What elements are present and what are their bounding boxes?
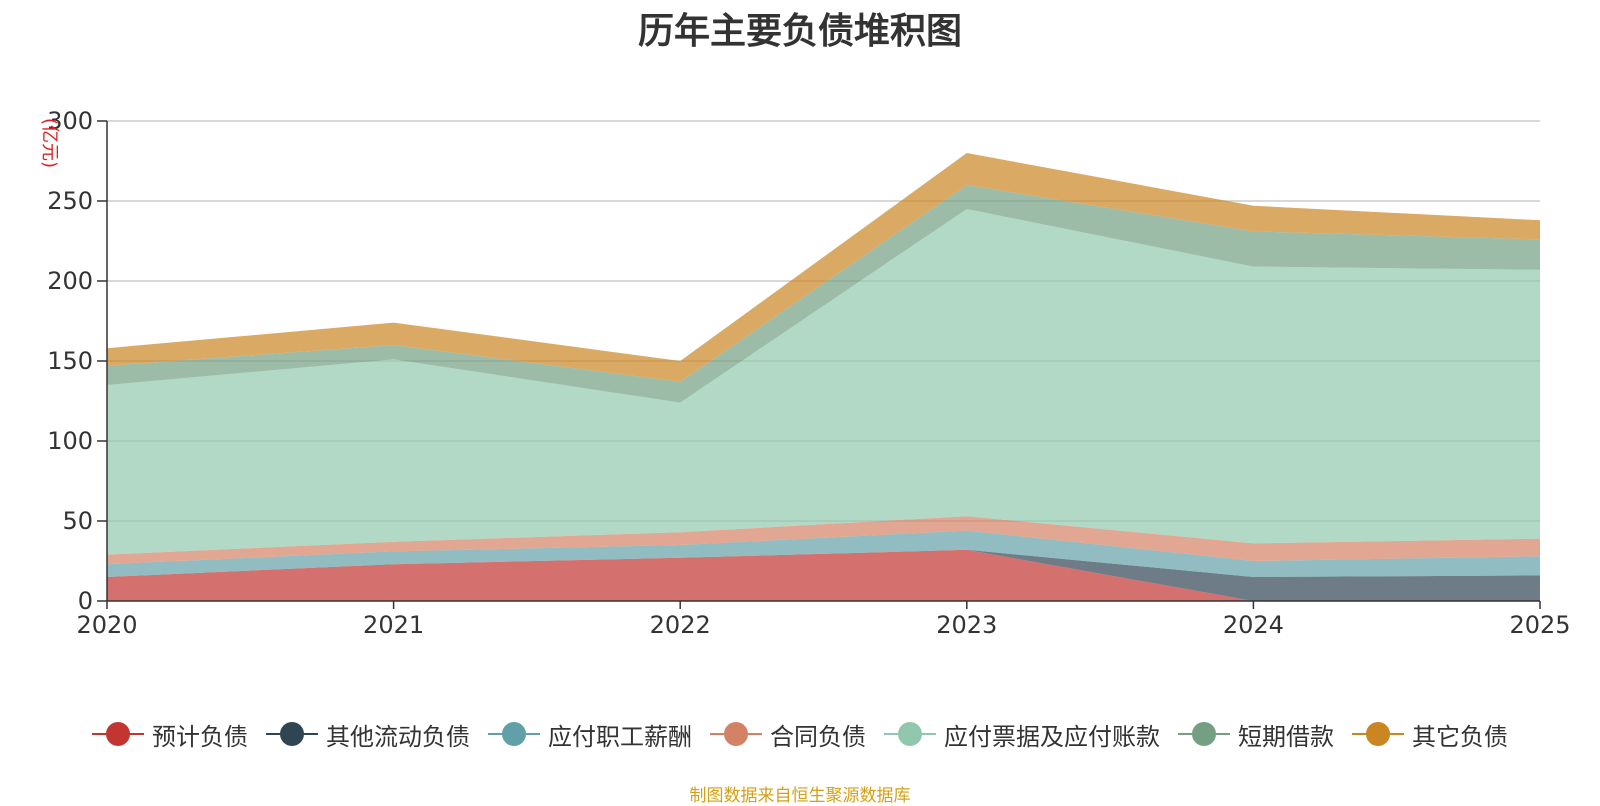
series-area-5[interactable] (107, 185, 1540, 403)
series-area-1[interactable] (107, 549, 1540, 601)
legend-item-6[interactable]: 其它负债 (1352, 717, 1508, 752)
legend-label: 其它负债 (1412, 722, 1508, 751)
y-tick-label: 200 (47, 267, 93, 295)
legend-label: 合同负债 (770, 722, 866, 751)
legend-item-5[interactable]: 短期借款 (1178, 717, 1334, 752)
legend-label: 其他流动负债 (326, 722, 470, 751)
legend-label: 预计负债 (152, 722, 248, 751)
y-tick-label: 0 (78, 587, 93, 615)
legend-marker-icon (1352, 721, 1404, 747)
legend-label: 短期借款 (1238, 722, 1334, 751)
legend-item-2[interactable]: 应付职工薪酬 (488, 717, 692, 752)
legend-marker-icon (1178, 721, 1230, 747)
legend-label: 应付票据及应付账款 (944, 722, 1160, 751)
y-tick-label: 50 (62, 507, 93, 535)
series-area-3[interactable] (107, 516, 1540, 565)
legend-label: 应付职工薪酬 (548, 722, 692, 751)
legend-marker-icon (710, 721, 762, 747)
axes: 0 50 100 150 200 250 300 2020 2021 2022 2023 2024 20… (47, 107, 1570, 639)
y-unit-label: (亿元) (39, 118, 60, 168)
legend-item-1[interactable]: 其他流动负债 (266, 717, 470, 752)
x-tick-label: 2022 (650, 611, 711, 639)
y-tick-label: 300 (47, 107, 93, 135)
legend-marker-icon (884, 721, 936, 747)
y-tick-label: 250 (47, 187, 93, 215)
x-tick-label: 2021 (363, 611, 424, 639)
legend-item-0[interactable]: 预计负债 (92, 717, 248, 752)
series-area-6[interactable] (107, 153, 1540, 382)
series-area-2[interactable] (107, 530, 1540, 577)
y-tick-label: 100 (47, 427, 93, 455)
legend-marker-icon (266, 721, 318, 747)
legend-marker-icon (488, 721, 540, 747)
legend: 预计负债 其他流动负债 应付职工薪酬 合同负债 应付票据及应付账款 短期借款 其它负债 (0, 714, 1600, 754)
x-tick-label: 2020 (76, 611, 137, 639)
legend-marker-icon (92, 721, 144, 747)
x-tick-label: 2024 (1223, 611, 1284, 639)
legend-item-4[interactable]: 应付票据及应付账款 (884, 717, 1160, 752)
y-tick-label: 150 (47, 347, 93, 375)
x-tick-label: 2025 (1509, 611, 1570, 639)
series-areas (107, 153, 1540, 601)
source-note: 制图数据来自恒生聚源数据库 (689, 786, 911, 806)
legend-item-3[interactable]: 合同负债 (710, 717, 866, 752)
chart-title: 历年主要负债堆积图 (637, 11, 962, 52)
series-area-4[interactable] (107, 209, 1540, 555)
x-tick-label: 2023 (936, 611, 997, 639)
series-area-0[interactable] (107, 549, 1540, 601)
